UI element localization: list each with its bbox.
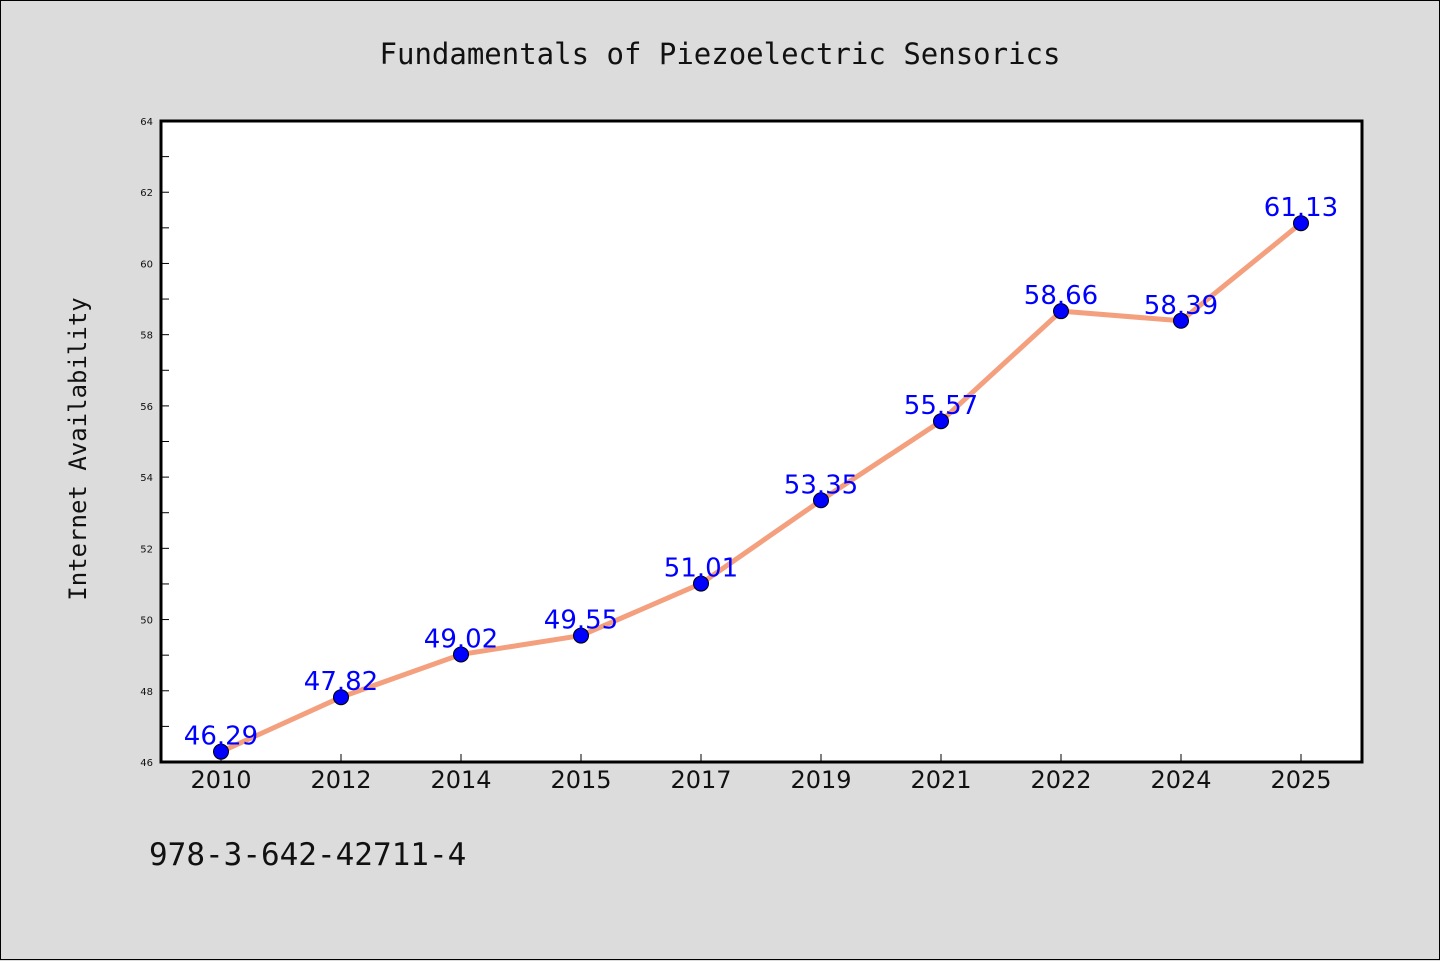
data-label: 49.02 (424, 624, 498, 654)
data-point-marker (813, 492, 829, 509)
data-label: 47.82 (304, 667, 378, 697)
series-markers (213, 215, 1309, 760)
x-tick-label: 2012 (310, 766, 371, 794)
x-tick-label: 2014 (430, 766, 491, 794)
x-tick-label: 2015 (550, 766, 611, 794)
data-point-marker (933, 413, 949, 430)
x-tick-label: 2017 (670, 766, 731, 794)
y-axis-ticks: 46 48 50 52 54 56 58 60 62 64 (140, 117, 169, 769)
y-tick-label: 48 (140, 687, 153, 698)
data-labels: 46.29 47.82 49.02 49.55 51.01 53.35 55.57 58.66… (184, 193, 1338, 751)
data-label: 51.01 (664, 554, 738, 584)
y-tick-label: 60 (140, 259, 153, 270)
y-tick-label: 46 (140, 758, 153, 769)
data-point-marker (213, 743, 229, 760)
data-point-marker (693, 575, 709, 592)
data-label: 53.35 (784, 470, 858, 500)
y-tick-label: 56 (140, 402, 153, 413)
isbn-footer: 978-3-642-42711-4 (149, 837, 466, 873)
series-line (218, 220, 1304, 755)
data-label: 46.29 (184, 722, 258, 752)
y-axis-label: Internet Availability (64, 297, 92, 600)
y-tick-label: 52 (140, 544, 153, 555)
data-point-marker (573, 627, 589, 644)
data-point-marker (453, 646, 469, 663)
x-axis-ticks: 2010 2012 2014 2015 2017 2019 2021 2022 2024 2025 (190, 754, 1332, 794)
data-label: 55.57 (904, 391, 978, 421)
y-tick-label: 62 (140, 188, 153, 199)
data-point-marker (1293, 215, 1309, 232)
plot-area (159, 119, 1364, 764)
data-point-marker (1053, 303, 1069, 320)
x-tick-label: 2010 (190, 766, 251, 794)
data-label: 49.55 (544, 606, 618, 636)
x-tick-label: 2022 (1030, 766, 1091, 794)
data-label: 58.66 (1024, 281, 1098, 311)
x-tick-label: 2021 (910, 766, 971, 794)
data-label: 61.13 (1264, 193, 1338, 223)
chart-title: Fundamentals of Piezoelectric Sensorics (380, 37, 1061, 71)
y-tick-label: 58 (140, 331, 153, 342)
y-tick-label: 54 (140, 473, 153, 484)
x-tick-label: 2019 (790, 766, 851, 794)
y-tick-label: 64 (140, 117, 153, 128)
x-tick-label: 2024 (1150, 766, 1211, 794)
data-point-marker (1173, 312, 1189, 329)
y-tick-label: 50 (140, 616, 153, 627)
data-point-marker (333, 689, 349, 706)
data-label: 58.39 (1144, 291, 1218, 321)
x-tick-label: 2025 (1270, 766, 1331, 794)
